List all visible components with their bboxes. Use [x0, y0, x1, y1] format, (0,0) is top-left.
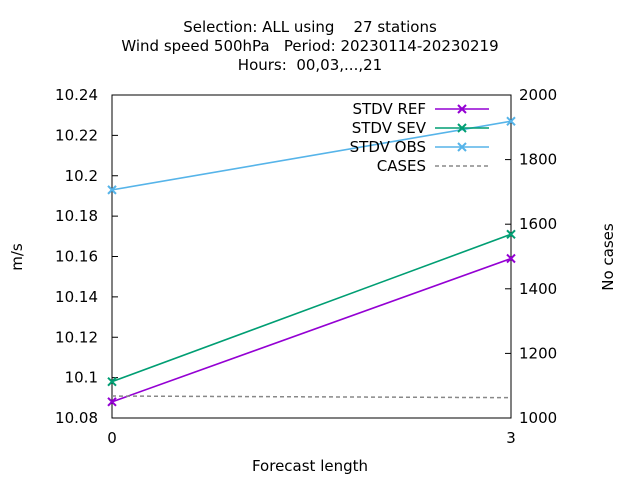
series-line	[111, 395, 512, 399]
data-point	[506, 229, 516, 240]
legend-item: CASES	[377, 157, 489, 175]
y-tick-label: 10.16	[55, 248, 98, 266]
y2-tick-label: 1800	[519, 151, 557, 169]
data-point	[506, 253, 516, 264]
y2-axis: 1000 1200 1400 1600 1800 2000	[505, 86, 557, 427]
legend-marker	[457, 104, 467, 114]
series-stdv-sev	[107, 229, 516, 387]
legend-label: STDV REF	[352, 100, 426, 118]
y2-axis-label: No cases	[599, 223, 617, 291]
y-tick-label: 10.2	[65, 167, 98, 185]
y2-tick-label: 2000	[519, 86, 557, 104]
legend-label: CASES	[377, 157, 426, 175]
y2-tick-label: 1400	[519, 280, 557, 298]
series-line	[111, 233, 512, 383]
y-tick-label: 10.1	[65, 369, 98, 387]
y-axis: 10.08 10.1 10.12 10.14 10.16 10.18 10.2 10.22 10…	[55, 86, 118, 427]
legend-marker	[457, 123, 467, 133]
legend-label: STDV SEV	[352, 119, 427, 137]
y2-tick-label: 1200	[519, 344, 557, 362]
legend-marker	[457, 142, 467, 152]
y-tick-label: 10.18	[55, 207, 98, 225]
y-tick-label: 10.22	[55, 126, 98, 144]
x-tick-label: 0	[107, 429, 117, 447]
title-line-3: Hours: 00,03,...,21	[238, 56, 382, 74]
data-point	[107, 185, 117, 195]
series-line	[111, 257, 512, 403]
series-line	[111, 120, 512, 191]
title-line-2: Wind speed 500hPa Period: 20230114-20230…	[121, 37, 498, 55]
chart-title: Selection: ALL using 27 stations Wind sp…	[121, 18, 498, 74]
y2-tick-label: 1000	[519, 409, 557, 427]
series-stdv-ref	[107, 253, 516, 407]
y2-tick-label: 1600	[519, 215, 557, 233]
legend-item: STDV SEV	[352, 119, 489, 137]
legend-item: STDV REF	[352, 100, 489, 118]
y-tick-label: 10.24	[55, 86, 98, 104]
legend-label: STDV OBS	[350, 138, 426, 156]
data-point	[107, 397, 117, 407]
y-tick-label: 10.08	[55, 409, 98, 427]
series-stdv-obs	[107, 116, 516, 195]
x-tick-label: 3	[506, 429, 516, 447]
data-point	[107, 376, 117, 387]
y-axis-label: m/s	[8, 243, 26, 271]
title-line-1: Selection: ALL using 27 stations	[183, 18, 437, 36]
x-axis-label: Forecast length	[252, 457, 368, 475]
legend-item: STDV OBS	[350, 138, 489, 156]
y-tick-label: 10.12	[55, 328, 98, 346]
series-layer	[107, 116, 516, 407]
y-tick-label: 10.14	[55, 288, 98, 306]
series-cases	[111, 395, 512, 399]
data-point	[506, 116, 516, 126]
